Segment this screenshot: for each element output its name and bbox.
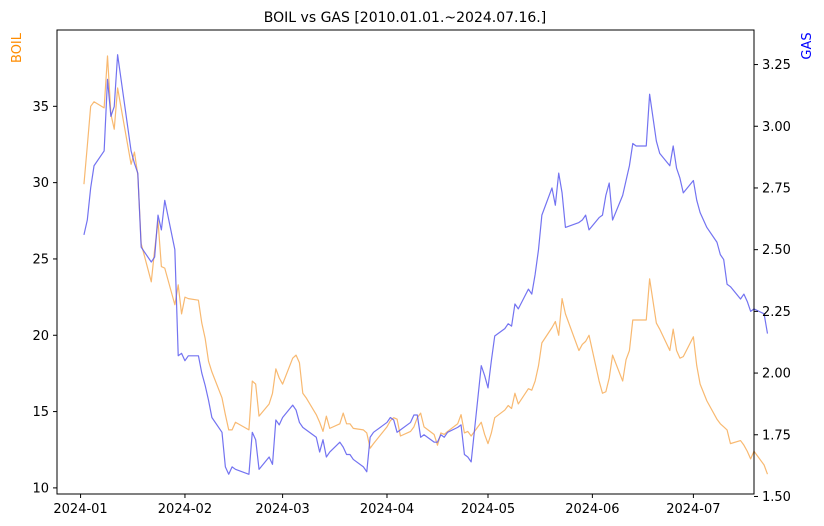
right-tick-label: 1.50 xyxy=(762,490,791,505)
right-axis-label: GAS xyxy=(800,32,815,59)
right-tick-label: 2.00 xyxy=(762,367,791,382)
gas-series-line xyxy=(83,54,769,475)
right-axis: 1.50 1.75 2.00 2.25 2.50 2.75 3.00 3.25 xyxy=(754,58,791,505)
left-tick-label: 10 xyxy=(32,481,49,496)
x-tick-label: 2024-05 xyxy=(461,502,515,517)
right-tick-label: 1.75 xyxy=(762,428,791,443)
x-tick-label: 2024-02 xyxy=(158,502,212,517)
right-tick-label: 2.50 xyxy=(762,243,791,258)
left-tick-label: 15 xyxy=(32,405,49,420)
boil-series-line xyxy=(83,55,769,475)
x-axis: 2024-01 2024-02 2024-03 2024-04 2024-05 2024-… xyxy=(53,494,721,517)
x-tick-label: 2024-03 xyxy=(255,502,309,517)
right-tick-label: 3.25 xyxy=(762,58,791,73)
x-tick-label: 2024-01 xyxy=(53,502,107,517)
right-tick-label: 2.25 xyxy=(762,305,791,320)
left-tick-label: 35 xyxy=(32,100,49,115)
x-tick-label: 2024-07 xyxy=(666,502,720,517)
plot-frame xyxy=(56,29,755,495)
left-tick-label: 30 xyxy=(32,176,49,191)
right-tick-label: 2.75 xyxy=(762,181,791,196)
plot-area xyxy=(83,54,769,475)
x-tick-label: 2024-04 xyxy=(360,502,414,517)
chart-title: BOIL vs GAS [2010.01.01.~2024.07.16.] xyxy=(264,10,546,26)
left-axis: 10 15 20 25 30 35 xyxy=(32,100,57,496)
left-axis-label: BOIL xyxy=(10,32,25,63)
left-tick-label: 20 xyxy=(32,329,49,344)
left-tick-label: 25 xyxy=(32,252,49,267)
right-tick-label: 3.00 xyxy=(762,120,791,135)
x-tick-label: 2024-06 xyxy=(565,502,619,517)
